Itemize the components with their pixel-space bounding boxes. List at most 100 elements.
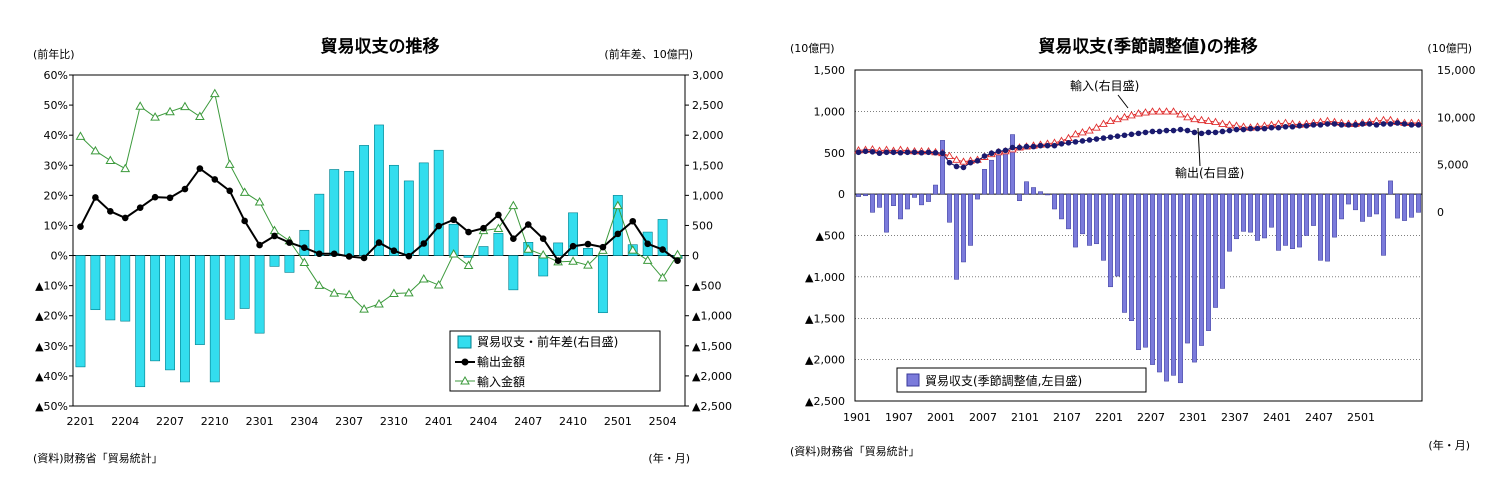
chart1-export-point: [405, 252, 413, 260]
chart1-export-point: [510, 235, 517, 242]
chart2-balance-bar: [1255, 193, 1260, 241]
chart2-left-tick-label: 0: [838, 188, 845, 201]
chart1-export-point: [301, 244, 308, 252]
chart1-export-point: [659, 246, 666, 253]
chart2-export-point: [1072, 139, 1079, 145]
chart2-balance-bar: [1416, 193, 1421, 213]
chart2-legend: 貿易収支(季節調整値,左目盛): [896, 367, 1147, 393]
chart2-balance-bar: [1325, 193, 1330, 262]
chart2-balance-bar: [870, 193, 875, 213]
chart2-export-point: [1184, 127, 1191, 134]
chart1-import-point: [389, 288, 399, 297]
chart2-export-point: [1338, 122, 1345, 128]
chart1-balance-bar: [254, 255, 265, 334]
chart2-left-tick-label: ▲2,500: [805, 395, 845, 408]
chart1-x-tick-label: 2310: [380, 415, 408, 428]
chart1-export-point: [390, 247, 398, 255]
chart2-balance-bar: [1017, 193, 1022, 201]
chart2-balance-bar: [1052, 193, 1057, 210]
chart2-export-point: [1058, 140, 1065, 147]
chart1-balance-bar: [493, 232, 504, 256]
chart2-export-point: [1247, 125, 1254, 132]
chart2-export-point: [1310, 122, 1317, 128]
chart1-balance-bar: [657, 219, 668, 256]
chart1-balance-bar: [299, 229, 310, 256]
chart1-x-tick-label: 2201: [66, 415, 94, 428]
chart2-x-tick-label: 2301: [1179, 411, 1207, 424]
chart1-import-point: [418, 274, 429, 283]
chart2-balance-bar: [1143, 193, 1148, 348]
chart2-balance-bar: [933, 184, 938, 195]
chart1-export-point: [92, 194, 99, 201]
chart1-import-point: [359, 304, 369, 313]
chart2-balance-bar: [1360, 193, 1365, 222]
chart2-left-tick-label: ▲2,000: [805, 354, 845, 367]
chart2-balance-bar: [1038, 191, 1043, 195]
chart1-export-point: [644, 240, 651, 248]
chart2-balance-bar: [1024, 181, 1029, 195]
chart1-balance-bar: [583, 248, 593, 256]
chart2-export-point: [1009, 144, 1016, 151]
chart1-export-point: [226, 187, 234, 195]
chart2-balance-bar: [898, 193, 903, 220]
chart2-balance-bar: [1115, 193, 1120, 277]
chart2-balance-bar: [940, 140, 945, 195]
chart2-balance-bar: [1059, 193, 1064, 220]
chart2-balance-bar: [1304, 193, 1309, 236]
chart2-export-point: [1219, 128, 1226, 135]
chart2-legend-balance: 貿易収支(季節調整値,左目盛): [925, 373, 1082, 388]
chart1-import-point: [90, 145, 101, 155]
chart2-left-tick-label: 1,000: [814, 105, 846, 118]
chart1-left-tick-label: ▲20%: [35, 310, 68, 323]
chart2-right-unit: (10億円): [1427, 42, 1472, 55]
chart1-export-point: [495, 211, 502, 219]
chart2-import-point: [1085, 126, 1094, 134]
chart1-export-point: [151, 193, 159, 201]
chart2-export-point: [1093, 136, 1100, 142]
chart2-import-series: [854, 107, 1423, 165]
chart1-balance-bar: [284, 255, 295, 273]
chart2-x-tick-label: 2501: [1347, 411, 1375, 424]
chart2-x-tick-label: 1907: [885, 411, 913, 424]
chart1-x-tick-label: 2204: [111, 415, 139, 428]
chart2-balance-bar: [975, 193, 980, 200]
chart1-right-tick-label: 1,000: [692, 189, 724, 202]
chart2-export-point: [1268, 124, 1275, 131]
chart1-right-tick-label: ▲2,000: [692, 370, 732, 383]
chart2-export-point: [960, 164, 967, 171]
chart2-export-point: [1177, 126, 1184, 133]
chart1-left-tick-label: 10%: [44, 219, 68, 232]
chart2-export-point: [1170, 127, 1177, 134]
chart2-xlabel: (年・月): [1428, 438, 1470, 452]
chart2-export-point: [1233, 126, 1240, 133]
chart1-export-point: [181, 185, 189, 193]
chart1-balance-bar: [105, 255, 116, 321]
chart2-export-point: [981, 153, 988, 159]
chart2-left-axis: 1,500 1,000 500 0 ▲500 ▲1,000 ▲1,500 ▲2,000 ▲2,5…: [805, 64, 845, 408]
chart1-export-point: [271, 232, 278, 240]
chart2-balance-bar: [1269, 193, 1274, 228]
chart1-export-point: [465, 228, 472, 236]
chart2-export-point: [1261, 125, 1268, 132]
chart1-balance-bar: [120, 255, 131, 322]
chart2-right-axis: 15,000 10,000 5,000 0: [1437, 64, 1476, 219]
chart2-export-point: [946, 159, 953, 166]
chart2-balance-bar: [1206, 193, 1211, 331]
chart1-import-point: [583, 260, 593, 269]
chart2-balance-bar: [1178, 193, 1183, 384]
chart2-balance-bar: [1367, 193, 1372, 217]
chart1-import-point: [150, 112, 160, 121]
chart1-export-point: [360, 254, 368, 262]
chart1-legend-export-marker: [461, 358, 469, 366]
chart1-export-point: [345, 253, 353, 260]
chart2-export-point: [939, 150, 946, 157]
chart2-x-tick-label: 2007: [969, 411, 997, 424]
chart2-export-point: [1345, 122, 1352, 128]
chart1-right-tick-label: ▲1,500: [692, 340, 732, 353]
chart1-balance-bar: [194, 255, 205, 345]
chart2-balance-bar: [1003, 150, 1008, 195]
chart1-import-point: [627, 245, 638, 254]
chart1-balance-bar: [344, 170, 355, 256]
chart1-import-point: [269, 225, 280, 235]
chart2-import-point: [1183, 112, 1192, 121]
